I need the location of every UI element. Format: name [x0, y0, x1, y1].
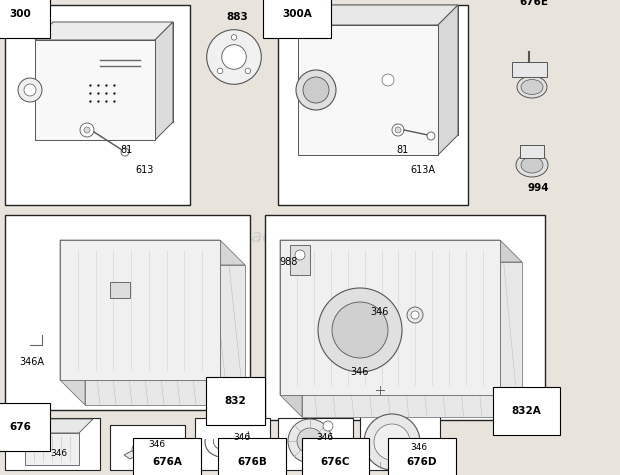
Polygon shape: [25, 419, 93, 433]
Bar: [290, 245, 310, 275]
Circle shape: [222, 45, 246, 69]
Circle shape: [318, 288, 402, 372]
Circle shape: [395, 127, 401, 133]
Bar: [278, 5, 468, 205]
Polygon shape: [35, 40, 155, 140]
Bar: [5, 215, 250, 410]
Circle shape: [229, 441, 241, 453]
Circle shape: [80, 123, 94, 137]
Text: 346: 346: [233, 433, 250, 442]
Text: 81: 81: [120, 145, 132, 155]
Circle shape: [303, 77, 329, 103]
Polygon shape: [85, 265, 245, 405]
Circle shape: [121, 148, 129, 156]
Circle shape: [364, 414, 420, 470]
Circle shape: [427, 132, 435, 140]
Bar: [360, 415, 440, 470]
Text: 346A: 346A: [19, 357, 44, 367]
Circle shape: [417, 440, 431, 454]
Polygon shape: [53, 22, 173, 122]
Circle shape: [392, 124, 404, 136]
Circle shape: [296, 70, 336, 110]
Text: 832A: 832A: [512, 406, 541, 416]
Circle shape: [231, 35, 237, 40]
Circle shape: [84, 127, 90, 133]
Text: 346: 346: [148, 440, 165, 449]
Text: 346: 346: [410, 443, 427, 452]
Circle shape: [382, 74, 394, 86]
Text: 994: 994: [527, 183, 549, 193]
Polygon shape: [280, 240, 500, 395]
Text: 81: 81: [396, 145, 408, 155]
Circle shape: [245, 68, 250, 74]
Text: 346: 346: [350, 367, 368, 377]
Polygon shape: [298, 5, 458, 25]
Circle shape: [332, 302, 388, 358]
Polygon shape: [318, 5, 458, 135]
Circle shape: [206, 30, 261, 84]
Circle shape: [374, 424, 410, 460]
Text: 300A: 300A: [282, 9, 312, 19]
Polygon shape: [512, 62, 547, 77]
Circle shape: [297, 428, 323, 454]
Polygon shape: [124, 439, 160, 459]
Ellipse shape: [517, 76, 547, 98]
Circle shape: [288, 419, 332, 463]
Polygon shape: [60, 240, 245, 265]
Polygon shape: [60, 240, 220, 380]
Polygon shape: [60, 240, 85, 405]
Circle shape: [18, 78, 42, 102]
Text: 676: 676: [9, 422, 31, 432]
Text: 988: 988: [279, 257, 298, 267]
Polygon shape: [280, 240, 522, 262]
Text: 676E: 676E: [519, 0, 548, 7]
Circle shape: [295, 250, 305, 260]
Polygon shape: [280, 240, 302, 417]
Polygon shape: [302, 262, 522, 417]
Polygon shape: [438, 5, 458, 155]
Circle shape: [407, 307, 423, 323]
Bar: [110, 282, 130, 298]
Text: eReplacementParts.com: eReplacementParts.com: [200, 228, 420, 247]
Text: 676A: 676A: [152, 457, 182, 467]
Ellipse shape: [521, 157, 543, 173]
Circle shape: [24, 84, 36, 96]
Ellipse shape: [521, 79, 543, 95]
Polygon shape: [520, 145, 544, 158]
Text: 832: 832: [224, 396, 246, 406]
Text: 883: 883: [226, 12, 248, 22]
Circle shape: [132, 444, 142, 454]
Bar: [5, 5, 190, 205]
Ellipse shape: [516, 153, 548, 177]
Bar: [110, 425, 185, 470]
Polygon shape: [298, 25, 438, 155]
Polygon shape: [25, 433, 79, 465]
Text: 613: 613: [135, 165, 153, 175]
Text: 613A: 613A: [410, 165, 435, 175]
Text: 346: 346: [370, 307, 388, 317]
Text: 676C: 676C: [321, 457, 350, 467]
Bar: [278, 418, 353, 470]
Text: 346: 346: [316, 433, 333, 442]
Polygon shape: [35, 22, 173, 40]
Text: 676D: 676D: [407, 457, 437, 467]
Text: 346: 346: [50, 449, 67, 458]
Circle shape: [411, 311, 419, 319]
Text: 676B: 676B: [237, 457, 267, 467]
Circle shape: [323, 421, 333, 431]
Text: 300: 300: [9, 9, 31, 19]
Bar: [195, 418, 270, 470]
Circle shape: [218, 68, 223, 74]
Bar: [265, 215, 545, 420]
Bar: [5, 418, 100, 470]
Polygon shape: [155, 22, 173, 140]
